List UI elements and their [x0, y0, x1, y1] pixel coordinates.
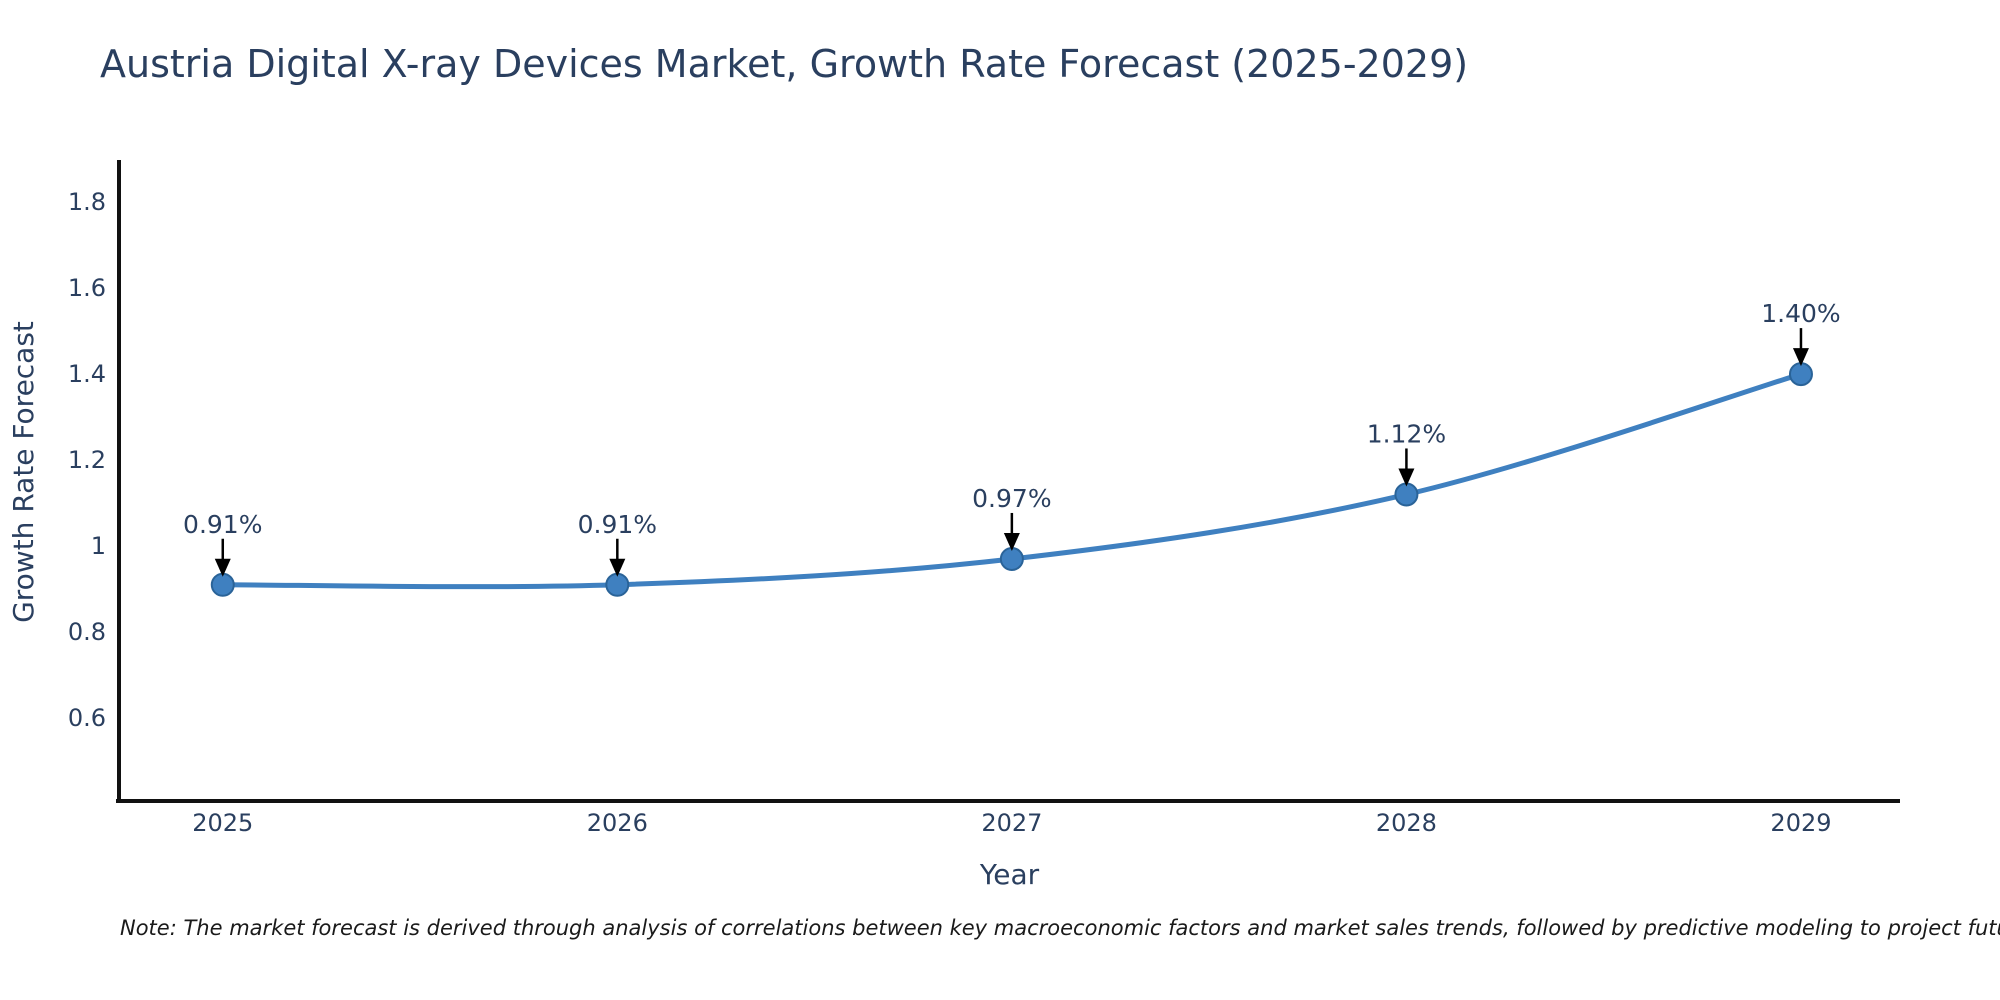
- y-tick-label: 1.8: [68, 188, 106, 216]
- data-point-2026[interactable]: [605, 572, 630, 597]
- x-tick-label: 2025: [192, 809, 253, 837]
- x-tick-label: 2026: [587, 809, 648, 837]
- chart-title: Austria Digital X-ray Devices Market, Gr…: [100, 42, 1469, 86]
- x-tick-label: 2028: [1376, 809, 1437, 837]
- y-tick-label: 0.6: [68, 704, 106, 732]
- point-label: 0.97%: [972, 484, 1051, 513]
- data-point-2027[interactable]: [999, 546, 1024, 571]
- y-tick-label: 0.8: [68, 618, 106, 646]
- point-label: 0.91%: [578, 510, 657, 539]
- annotation-arrowhead: [609, 558, 626, 577]
- y-tick-label: 1.4: [68, 360, 106, 388]
- y-axis-title: Growth Rate Forecast: [7, 321, 40, 623]
- data-point-2029[interactable]: [1788, 362, 1813, 387]
- x-axis-title: Year: [979, 858, 1040, 891]
- annotation-arrowhead: [1003, 532, 1020, 551]
- y-tick-label: 1.2: [68, 446, 106, 474]
- data-point-2025[interactable]: [210, 572, 235, 597]
- point-label: 1.40%: [1761, 299, 1840, 328]
- annotation-arrowhead: [214, 558, 231, 577]
- x-tick-label: 2029: [1770, 809, 1831, 837]
- y-tick-label: 1.6: [68, 274, 106, 302]
- data-point-2028[interactable]: [1394, 482, 1419, 507]
- annotation-arrowhead: [1792, 348, 1809, 367]
- annotation-arrowhead: [1398, 468, 1415, 487]
- point-label: 1.12%: [1367, 419, 1446, 448]
- x-tick-label: 2027: [981, 809, 1042, 837]
- footnote-text: Note: The market forecast is derived thr…: [120, 916, 2000, 940]
- y-tick-label: 1: [91, 532, 106, 560]
- point-label: 0.91%: [183, 510, 262, 539]
